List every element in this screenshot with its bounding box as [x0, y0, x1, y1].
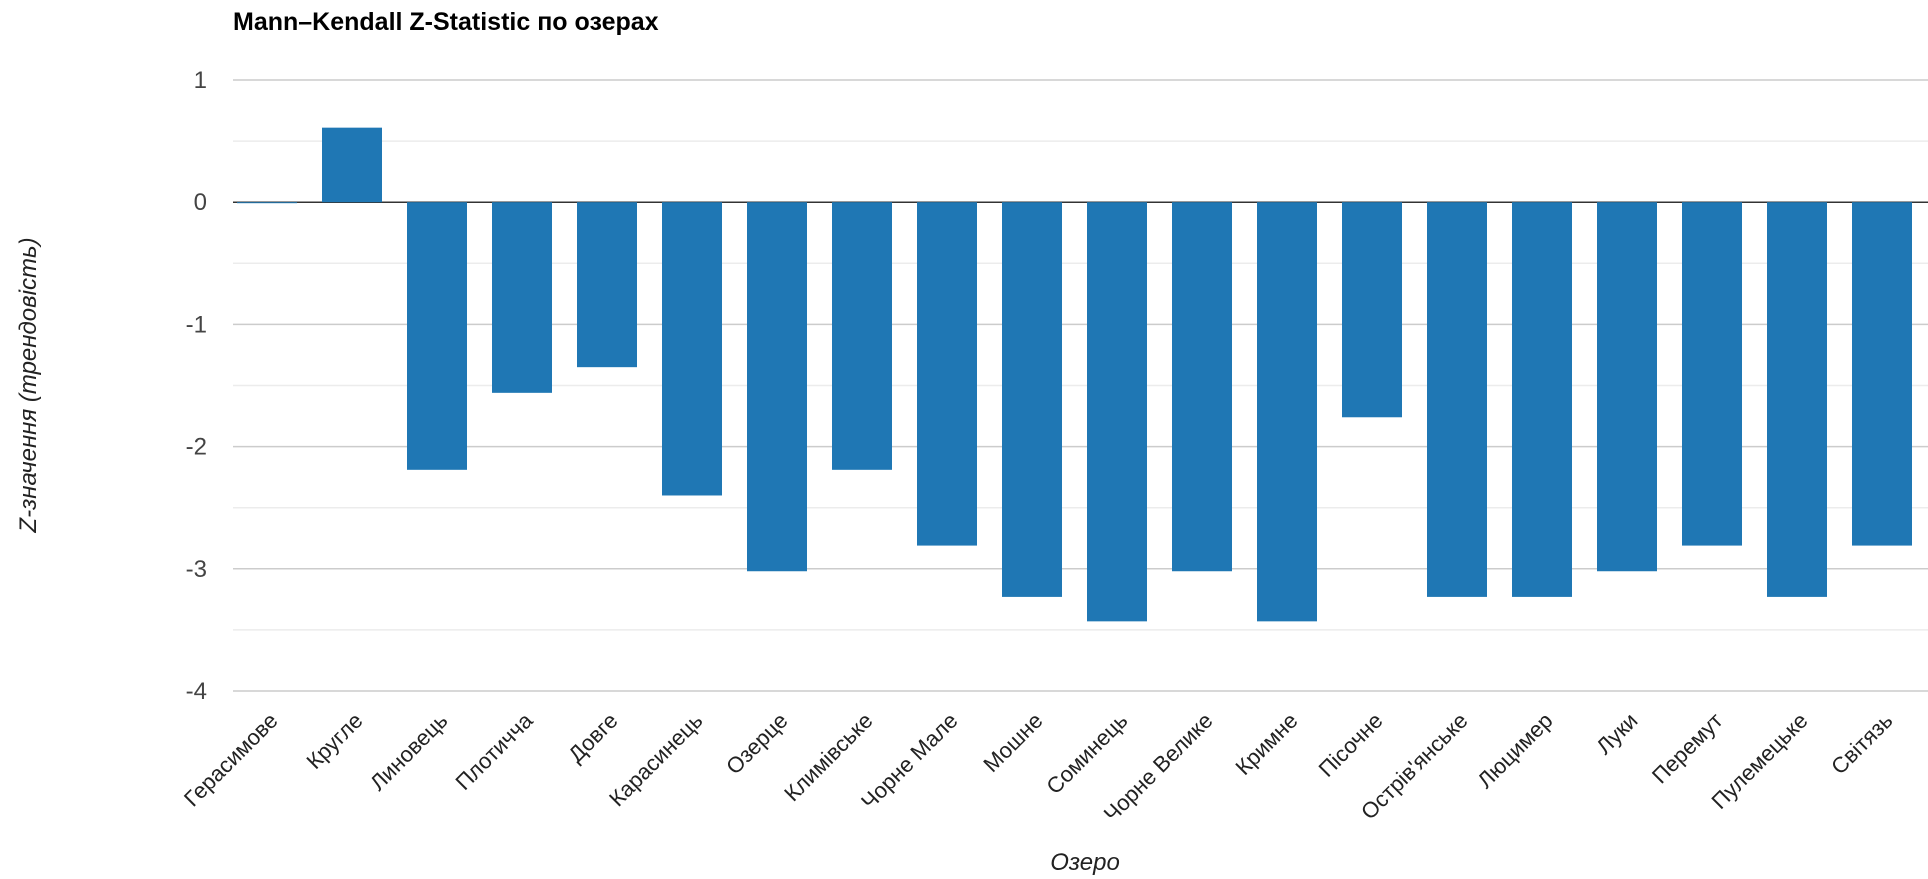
bar [1172, 202, 1232, 572]
y-tick-label: -1 [186, 311, 207, 338]
x-tick-label: Мошне [978, 708, 1047, 777]
y-axis-ticks: 1 0 -1 -2 -3 -4 [186, 67, 207, 705]
x-tick-label: Герасимове [179, 708, 283, 812]
bar [492, 202, 552, 393]
x-tick-label: Линовець [365, 708, 453, 796]
x-tick-label: Люцимер [1472, 708, 1557, 793]
bar [1682, 202, 1742, 546]
gridlines [233, 79, 1928, 692]
bar [1087, 202, 1147, 622]
y-tick-label: -4 [186, 678, 207, 705]
y-tick-label: 0 [194, 189, 207, 216]
x-tick-label: Плотичча [450, 707, 538, 795]
bar [1852, 202, 1912, 546]
bar [1342, 202, 1402, 418]
x-tick-label: Озерце [721, 708, 792, 779]
bar [322, 127, 382, 203]
chart-title: Mann–Kendall Z-Statistic по озерах [233, 8, 659, 36]
y-tick-label: 1 [194, 67, 207, 94]
bar [1597, 202, 1657, 572]
y-axis-title: Z-значення (трендовість) [15, 237, 42, 533]
x-tick-label: Соминець [1041, 708, 1132, 799]
y-tick-label: -3 [186, 556, 207, 583]
bar [1767, 202, 1827, 597]
bar [1002, 202, 1062, 597]
bar [237, 202, 297, 204]
y-tick-label: -2 [186, 434, 207, 461]
bar [917, 202, 977, 546]
bar [662, 202, 722, 496]
bar [577, 202, 637, 368]
bar [1257, 202, 1317, 622]
bar [1427, 202, 1487, 597]
bar [1512, 202, 1572, 597]
bars [237, 127, 1912, 622]
x-tick-label: Луки [1591, 708, 1642, 759]
x-tick-label: Світязь [1826, 708, 1897, 779]
x-tick-label: Довге [563, 708, 622, 767]
bar [832, 202, 892, 470]
x-tick-label: Перемут [1647, 708, 1728, 789]
bar [407, 202, 467, 470]
x-tick-label: Пісочне [1314, 708, 1388, 782]
x-tick-label: Кругле [301, 708, 367, 774]
x-axis-title: Озеро [1050, 849, 1120, 876]
bar [747, 202, 807, 572]
x-tick-label: Кримне [1231, 708, 1303, 780]
